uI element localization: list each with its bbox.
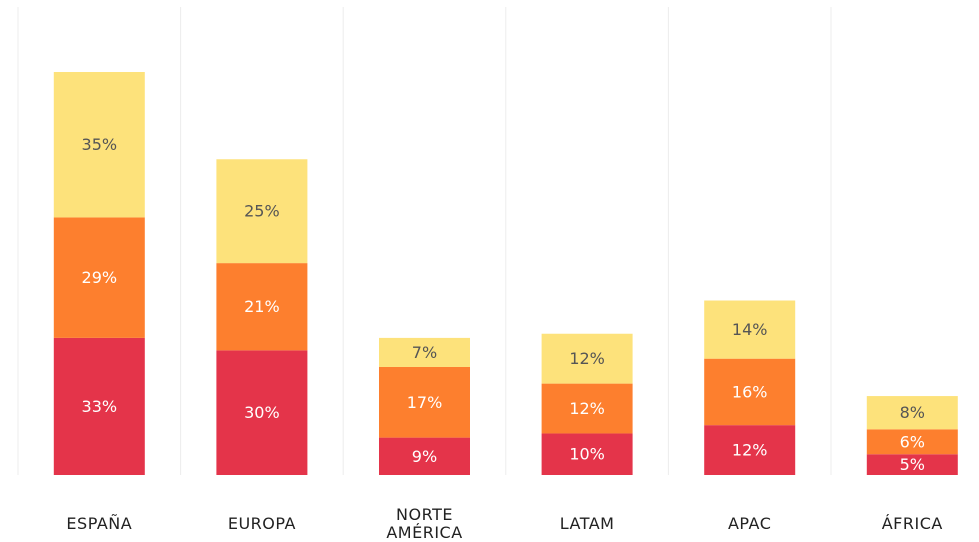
value-label: 21% [244,297,280,316]
value-label: 33% [82,397,118,416]
bar-segment [216,263,308,351]
value-label: 9% [412,447,437,466]
category-label: LATAM [559,514,615,533]
value-label: 14% [732,320,768,339]
bar-segment [704,300,796,359]
category-label: EUROPA [227,514,296,533]
bar-segment [53,337,145,475]
bar-segment [704,425,796,475]
value-label: 10% [569,445,605,464]
bar-segment [53,217,145,338]
value-label: 17% [407,393,443,412]
bar-segment [541,383,633,434]
bar-segment [866,454,958,475]
category-label: ESPAÑA [66,514,133,533]
value-label: 12% [732,441,768,460]
bar-segment [541,333,633,384]
value-label: 29% [82,268,118,287]
bar-segment [379,337,470,367]
value-label: 5% [900,455,925,474]
bar-segment [216,159,308,264]
value-label: 12% [569,349,605,368]
bar-segment [53,72,145,218]
category-label: NORTE AMÉRICA [386,505,463,542]
bar-segment [541,433,633,475]
bar-segment [379,366,470,438]
value-label: 16% [732,382,768,401]
category-label: ÁFRICA [881,514,943,533]
value-label: 30% [244,403,280,422]
bar-segment [704,358,796,426]
value-label: 12% [569,399,605,418]
value-label: 8% [900,403,925,422]
bar-segment [866,429,958,455]
value-label: 35% [82,135,118,154]
bar-segment [379,437,470,475]
bar-segment [216,350,308,475]
bar-segment [866,396,958,430]
value-label: 25% [244,202,280,221]
value-label: 7% [412,343,437,362]
category-label: APAC [727,514,772,533]
value-label: 6% [900,432,925,451]
